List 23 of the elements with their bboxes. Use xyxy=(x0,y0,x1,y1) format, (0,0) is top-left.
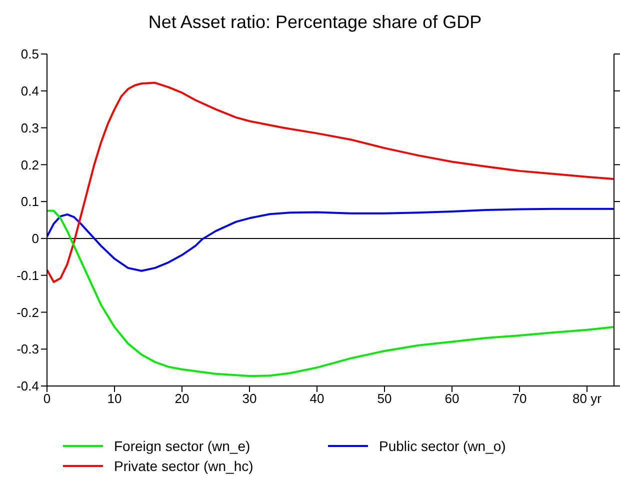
x-tick-label: 40 xyxy=(310,391,324,406)
legend-label: Public sector (wn_o) xyxy=(379,438,506,454)
y-tick-label: 0.3 xyxy=(20,120,39,136)
y-tick-label: -0.4 xyxy=(16,378,39,394)
x-tick-label: 70 xyxy=(512,391,527,406)
y-tick-label: -0.3 xyxy=(16,342,39,357)
y-tick-label: 0 xyxy=(32,231,39,246)
y-tick-label: 0.1 xyxy=(20,194,39,210)
x-tick-label: 30 xyxy=(242,391,257,406)
legend-label: Private sector (wn_hc) xyxy=(114,458,254,474)
y-tick-label: -0.1 xyxy=(16,268,39,283)
y-tick-label: 0.4 xyxy=(20,84,39,99)
x-tick-label: 50 xyxy=(377,391,392,406)
x-tick-label: 0 xyxy=(43,391,51,406)
x-tick-label: 10 xyxy=(107,391,122,406)
x-tick-label: 60 xyxy=(444,391,460,406)
chart-title: Net Asset ratio: Percentage share of GDP xyxy=(147,11,483,34)
x-tick-label: 80 yr xyxy=(572,391,602,406)
x-tick-label: 20 xyxy=(174,391,190,406)
y-tick-label: 0.2 xyxy=(20,157,39,172)
legend-label: Foreign sector (wn_e) xyxy=(114,438,250,454)
y-tick-label: -0.2 xyxy=(16,304,39,320)
y-tick-label: 0.5 xyxy=(20,46,39,62)
